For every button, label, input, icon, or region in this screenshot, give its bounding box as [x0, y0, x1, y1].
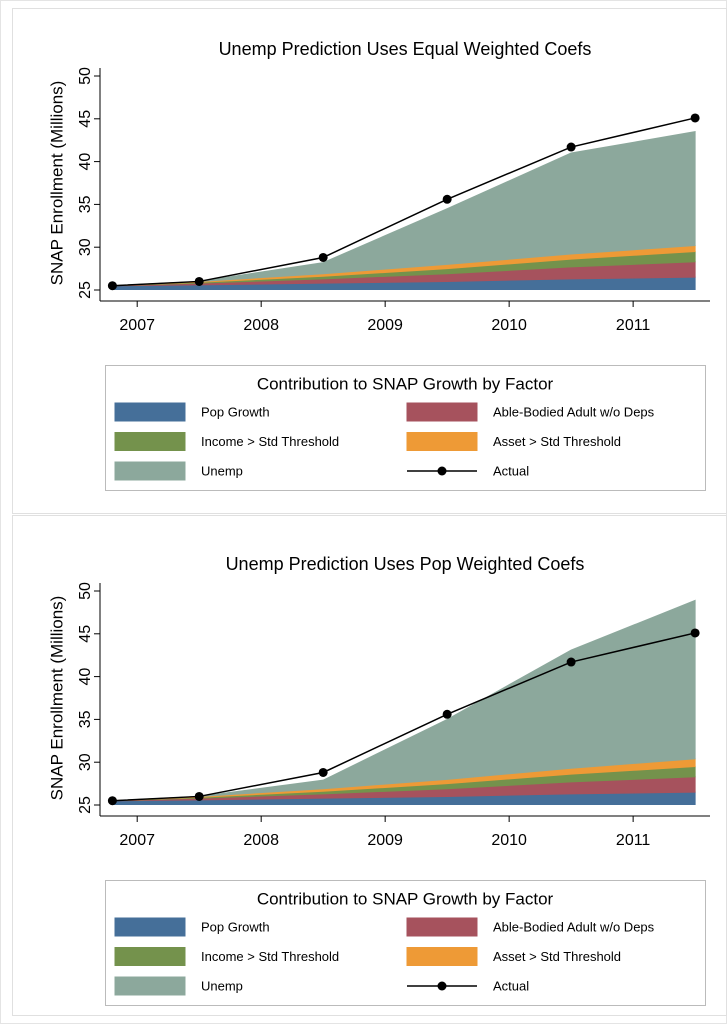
legend-swatch: [114, 947, 186, 966]
y-tick-label: 45: [77, 625, 94, 643]
marker: [194, 276, 204, 286]
legend-swatch: [406, 432, 478, 451]
marker: [566, 657, 576, 667]
x-tick-label: 2009: [367, 832, 403, 849]
legend-label: Pop Growth: [201, 919, 270, 934]
legend-title: Contribution to SNAP Growth by Factor: [257, 374, 554, 393]
legend-label: Actual: [493, 463, 529, 478]
y-tick-label: 45: [77, 110, 94, 128]
legend-swatch: [406, 917, 478, 937]
x-tick-label: 2008: [243, 317, 279, 334]
marker: [318, 252, 328, 262]
y-tick-label: 35: [77, 195, 94, 213]
x-tick-label: 2007: [119, 832, 155, 849]
legend-swatch: [114, 402, 186, 422]
legend-marker: [437, 466, 447, 476]
marker: [690, 628, 700, 638]
legend-marker: [437, 981, 447, 991]
y-tick-label: 50: [77, 67, 94, 85]
x-tick-label: 2008: [243, 832, 279, 849]
marker: [107, 281, 117, 291]
legend-label: Income > Std Threshold: [201, 949, 339, 964]
y-tick-label: 25: [77, 281, 94, 299]
y-tick-label: 50: [77, 582, 94, 600]
legend-label: Income > Std Threshold: [201, 434, 339, 449]
marker: [442, 194, 452, 204]
legend-label: Pop Growth: [201, 404, 270, 419]
line: [112, 632, 696, 802]
legend-swatch: [406, 402, 478, 422]
legend-swatch: [114, 461, 186, 481]
marker: [690, 113, 700, 123]
marker: [318, 767, 328, 777]
y-axis-label: SNAP Enrollment (Millions): [47, 596, 66, 801]
chart-title: Unemp Prediction Uses Pop Weighted Coefs: [226, 554, 585, 574]
x-tick-label: 2007: [119, 317, 155, 334]
legend-box: [105, 365, 706, 491]
y-tick-label: 40: [77, 153, 94, 171]
plot-area: [111, 599, 696, 805]
x-tick-label: 2011: [616, 317, 651, 334]
legend-label: Able-Bodied Adult w/o Deps: [493, 919, 655, 934]
legend-label: Unemp: [201, 463, 243, 478]
y-tick-label: 25: [77, 796, 94, 814]
y-axis-label: SNAP Enrollment (Millions): [47, 81, 66, 286]
plot-area: [111, 131, 696, 290]
area: [112, 599, 696, 802]
marker: [442, 709, 452, 719]
legend-swatch: [406, 947, 478, 966]
legend-label: Asset > Std Threshold: [493, 949, 621, 964]
legend-label: Asset > Std Threshold: [493, 434, 621, 449]
y-tick-label: 40: [77, 668, 94, 686]
y-tick-label: 30: [77, 238, 94, 256]
legend-swatch: [114, 917, 186, 937]
marker: [107, 796, 117, 806]
chart-title: Unemp Prediction Uses Equal Weighted Coe…: [219, 39, 592, 59]
x-tick-label: 2010: [491, 832, 527, 849]
x-tick-label: 2011: [616, 832, 651, 849]
y-tick-label: 30: [77, 753, 94, 771]
x-tick-label: 2010: [491, 317, 527, 334]
legend-label: Unemp: [201, 978, 243, 993]
x-tick-label: 2009: [367, 317, 403, 334]
line: [112, 117, 696, 287]
legend-label: Actual: [493, 978, 529, 993]
legend-swatch: [114, 976, 186, 996]
legend-box: [105, 880, 706, 1006]
legend-label: Able-Bodied Adult w/o Deps: [493, 404, 655, 419]
area: [112, 131, 696, 287]
marker: [566, 142, 576, 152]
marker: [194, 791, 204, 801]
legend-swatch: [114, 432, 186, 451]
y-tick-label: 35: [77, 710, 94, 728]
legend-title: Contribution to SNAP Growth by Factor: [257, 889, 554, 908]
